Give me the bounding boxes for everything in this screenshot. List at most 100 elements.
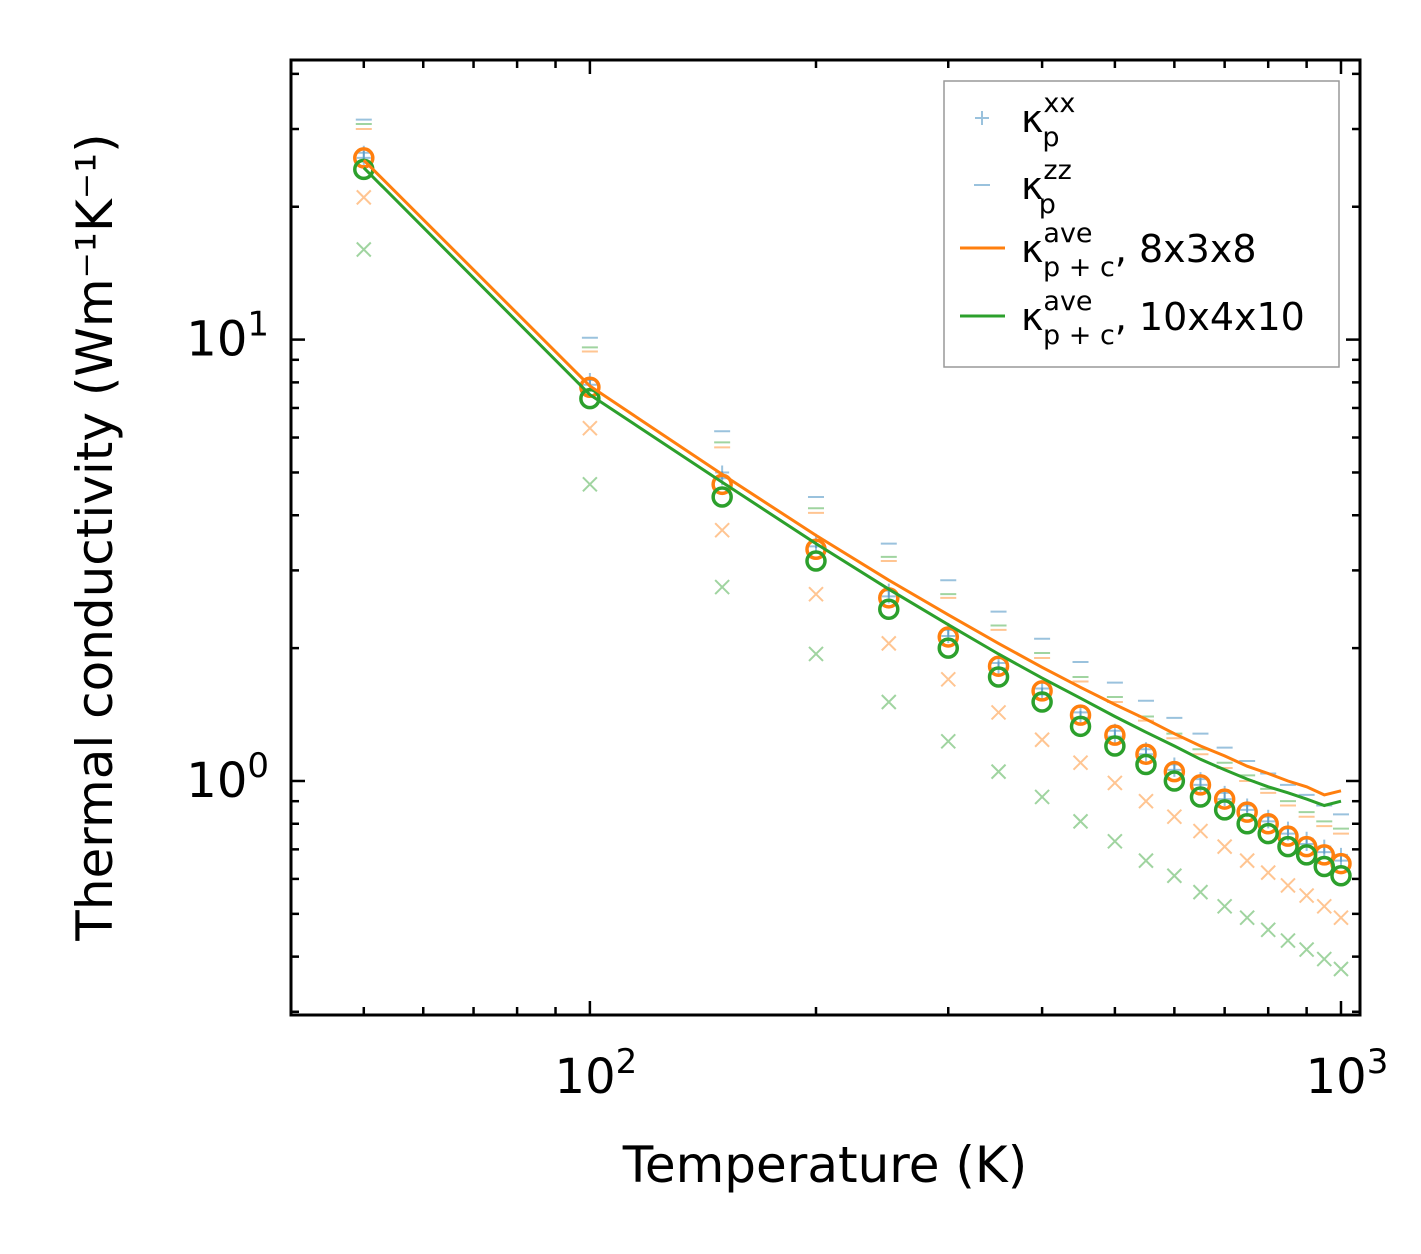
legend-superscript: zz [1043, 155, 1071, 186]
data-point [881, 635, 897, 652]
legend-subscript: p + c [1043, 320, 1115, 351]
data-point [940, 671, 956, 687]
data-point-shape [1280, 932, 1296, 949]
legend-symbol: κ [1021, 227, 1043, 271]
data-point [1236, 801, 1258, 823]
data-point-shape [881, 635, 897, 652]
series-kzz_8x3x8_orange [355, 128, 1349, 835]
data-point [1069, 715, 1092, 738]
x-tick-label-base: 10 [1306, 1049, 1367, 1105]
data-point [1216, 898, 1233, 915]
data-point-shape [1213, 799, 1236, 821]
data-point [582, 476, 598, 493]
data-point [1166, 868, 1183, 884]
data-point-shape [356, 241, 372, 258]
series-line-kpc_ave_8x3x8 [362, 159, 1342, 797]
data-point [356, 150, 371, 165]
data-point-shape [1034, 732, 1050, 748]
data-point-shape [1072, 813, 1089, 830]
series-kzz_8x3x8 [355, 118, 1349, 816]
data-point [805, 550, 827, 572]
data-point-shape [1295, 844, 1318, 866]
data-point [1260, 922, 1276, 938]
data-point [1216, 838, 1233, 855]
data-point-shape [1107, 775, 1123, 791]
data-point-shape [990, 763, 1007, 780]
legend-label: κave p + c, 8x3x8 [1021, 218, 1257, 283]
data-point [1333, 910, 1349, 926]
series-kpc_ave_8x3x8 [362, 159, 1342, 797]
data-point [1192, 884, 1209, 900]
data-point [1277, 835, 1299, 858]
data-point-shape [1316, 898, 1332, 915]
data-point-shape [1189, 774, 1212, 796]
data-point [1260, 864, 1276, 881]
legend-subscript: p + c [1043, 252, 1115, 283]
data-point [1295, 844, 1318, 866]
data-point [1257, 813, 1279, 835]
legend-frame [943, 80, 1340, 368]
legend-entry: κave p + c, 8x3x8 [960, 218, 1257, 283]
data-point [1138, 793, 1154, 809]
y-tick-label-exponent: 1 [247, 305, 269, 345]
data-point [940, 733, 956, 750]
data-point [1072, 813, 1089, 830]
y-tick-label: 101 [186, 305, 269, 368]
data-point-shape [356, 150, 371, 165]
data-point-shape [1236, 801, 1258, 823]
data-point-shape [1163, 760, 1186, 783]
data-point-shape [582, 420, 598, 436]
series-kpc_ave_10x4x10 [362, 166, 1342, 808]
data-point [1213, 788, 1236, 810]
data-point-shape [356, 189, 372, 206]
legend-subscript: p [1042, 122, 1059, 153]
data-point [1333, 961, 1349, 977]
y-tick-label: 100 [186, 746, 269, 809]
data-point [579, 387, 601, 410]
data-point-shape [1277, 835, 1299, 858]
data-point-shape [1216, 838, 1233, 855]
data-point [1031, 680, 1053, 702]
data-point [990, 704, 1007, 721]
major-ticks [291, 60, 1360, 1015]
data-point-shape [1138, 793, 1154, 809]
data-point [1104, 724, 1126, 746]
data-point-shape [1257, 822, 1279, 845]
data-point [1107, 833, 1123, 850]
data-point [1138, 852, 1154, 869]
data-point [1189, 786, 1212, 808]
data-point [356, 241, 372, 258]
data-point-shape [711, 486, 733, 508]
data-point [808, 646, 824, 662]
data-point-shape [1138, 852, 1154, 869]
y-axis-label: Thermal conductivity (Wm⁻¹K⁻¹) [66, 133, 124, 941]
data-point [1072, 755, 1089, 771]
series-kp_ave_8x3x8 [353, 147, 1352, 875]
data-point-shape [1166, 808, 1183, 825]
y-tick-label-base: 10 [186, 753, 247, 809]
data-point-shape [1260, 864, 1276, 881]
data-point [937, 626, 960, 648]
data-point-shape [1298, 887, 1315, 904]
legend-superscript: xx [1043, 88, 1075, 119]
y-tick-label-base: 10 [186, 312, 247, 368]
data-point-shape [579, 387, 601, 410]
data-point-shape [1213, 788, 1236, 810]
data-point [881, 694, 897, 710]
data-point [1189, 774, 1212, 796]
data-point-shape [1316, 951, 1332, 967]
data-point-shape [1192, 884, 1209, 900]
data-point [987, 655, 1010, 677]
data-point [1316, 898, 1332, 915]
data-point [1034, 789, 1050, 805]
data-point-shape [582, 476, 598, 493]
data-point [711, 486, 733, 508]
legend-marker-swatch-shape [975, 111, 989, 125]
data-point-shape [1072, 755, 1089, 771]
data-point-shape [1069, 704, 1092, 726]
legend-label: κave p + c, 10x4x10 [1021, 286, 1305, 351]
data-point-shape [1277, 825, 1299, 847]
data-point-shape [1135, 753, 1157, 776]
x-tick-labels: 102 103 [555, 1042, 1389, 1105]
data-point-shape [1313, 855, 1336, 878]
